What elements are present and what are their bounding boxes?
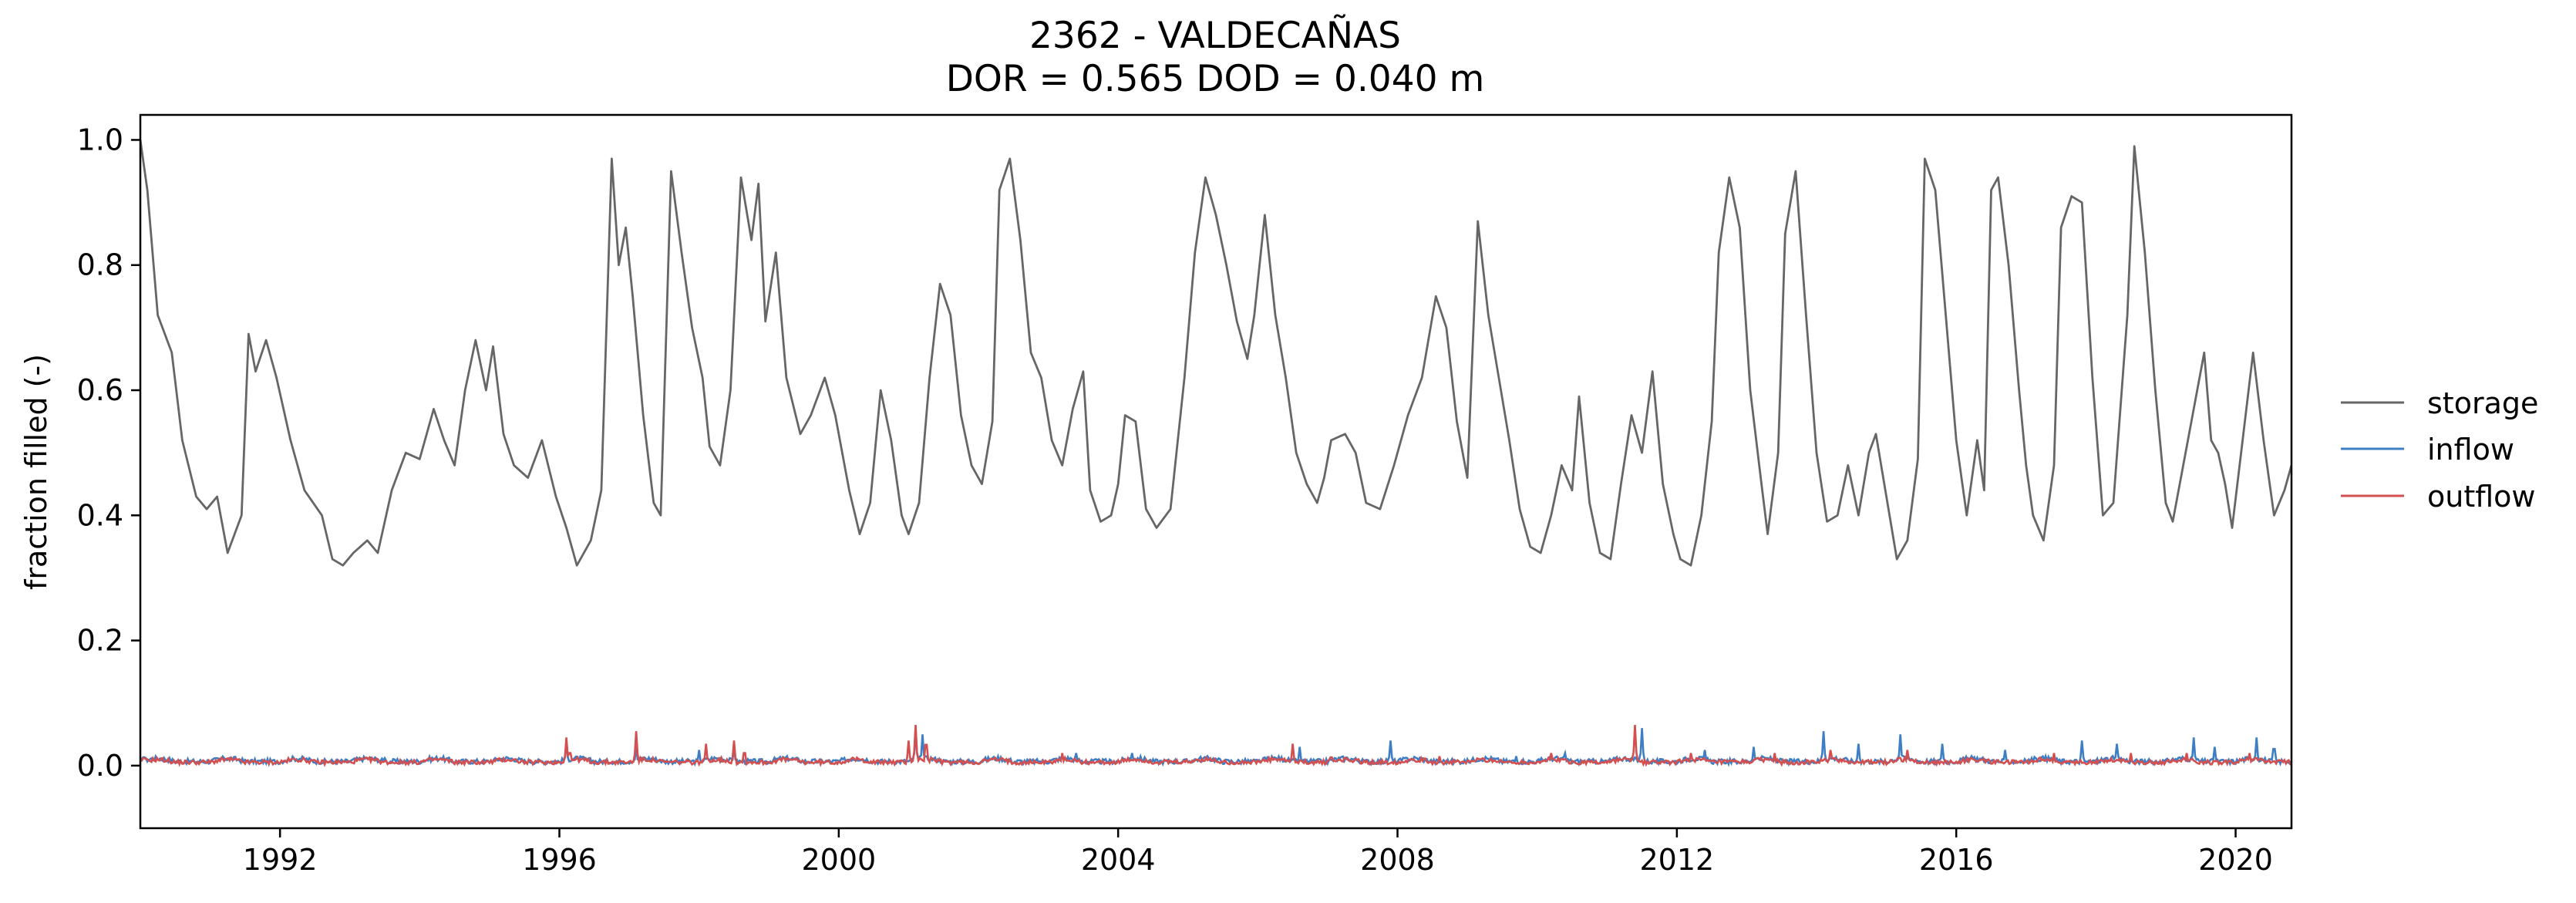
chart-title: 2362 - VALDECAÑAS <box>1029 15 1401 57</box>
y-axis-ticks: 0.0 0.2 0.4 0.6 0.8 1.0 <box>77 123 140 783</box>
x-tick-label: 2008 <box>1360 843 1435 877</box>
y-tick-label: 0.8 <box>77 248 123 282</box>
x-tick-label: 2020 <box>2198 843 2273 877</box>
x-tick-label: 2000 <box>801 843 876 877</box>
legend-label-inflow: inflow <box>2427 433 2514 467</box>
y-tick-label: 0.4 <box>77 498 123 532</box>
x-tick-label: 1992 <box>243 843 318 877</box>
legend: storage inflow outflow <box>2341 386 2538 514</box>
y-tick-label: 0.0 <box>77 749 123 783</box>
legend-label-outflow: outflow <box>2427 480 2536 514</box>
x-tick-label: 2016 <box>1919 843 1994 877</box>
x-tick-label: 1996 <box>522 843 597 877</box>
plot-frame <box>139 113 2293 830</box>
y-tick-label: 1.0 <box>77 123 123 157</box>
plot-area <box>140 140 2291 768</box>
y-tick-label: 0.2 <box>77 624 123 658</box>
x-tick-label: 2012 <box>1639 843 1714 877</box>
y-tick-label: 0.6 <box>77 373 123 407</box>
series-line-outflow <box>140 725 2291 767</box>
y-axis-label: fraction filled (-) <box>19 354 53 590</box>
series-line-storage <box>140 140 2291 567</box>
chart-subtitle: DOR = 0.565 DOD = 0.040 m <box>946 58 1485 100</box>
x-tick-label: 2004 <box>1081 843 1156 877</box>
legend-label-storage: storage <box>2427 386 2538 420</box>
x-axis-ticks: 1992 1996 2000 2004 2008 2012 2016 2020 <box>243 828 2273 877</box>
